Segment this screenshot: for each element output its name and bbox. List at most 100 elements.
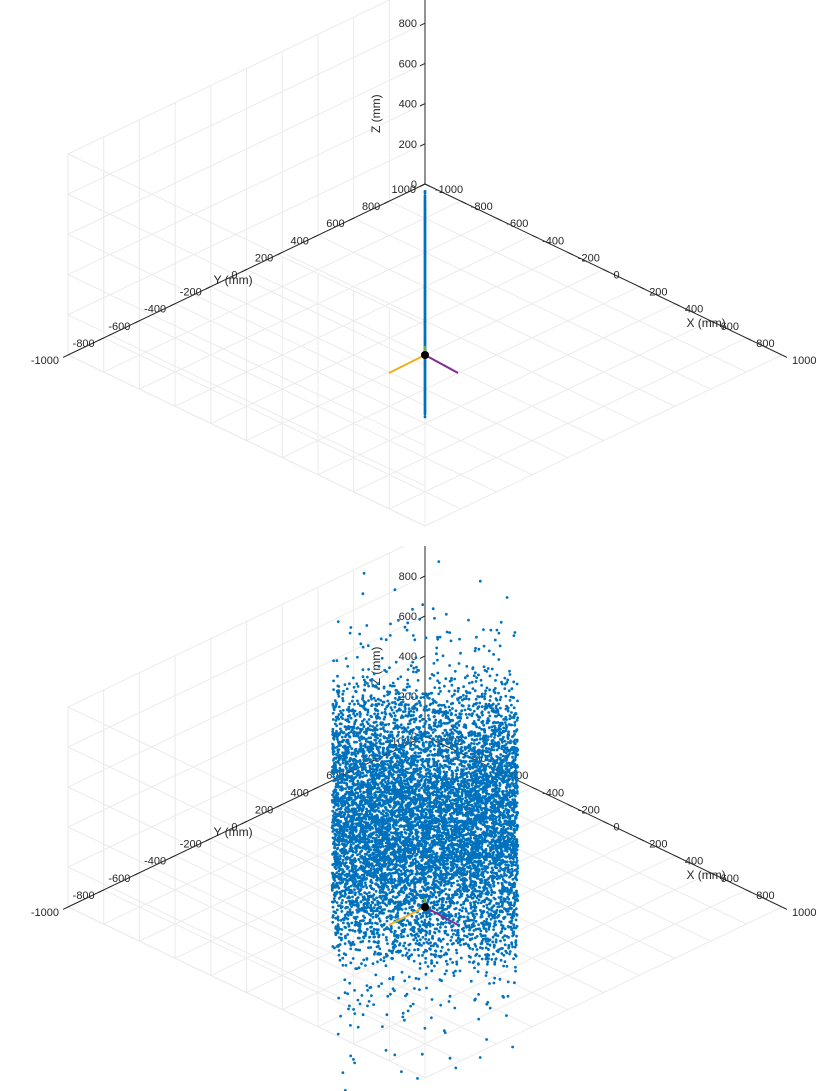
x-tick-label: 1000 xyxy=(792,355,816,367)
y-tick-label: -400 xyxy=(144,856,166,868)
triad-x-axis xyxy=(424,906,459,926)
z-tick-label: 200 xyxy=(399,139,417,151)
floor-grid-line-y xyxy=(174,303,533,476)
wall-grid-line-z xyxy=(66,655,426,999)
y-axis-label: Y (mm) xyxy=(214,273,253,287)
x-tick-mark xyxy=(603,821,609,825)
x-tick-label: 200 xyxy=(649,839,667,851)
grid-lines xyxy=(66,546,783,1079)
x-tick-mark xyxy=(674,855,681,859)
scatter3d-top-figure: -1000 -800 -600 -400 -200 0 200 400 600 800 1000 -1… xyxy=(0,0,836,545)
coordinate-triad xyxy=(388,346,459,374)
y-tick-label: -200 xyxy=(180,839,202,851)
x-tick-label: 200 xyxy=(649,287,667,299)
y-tick-mark xyxy=(205,838,212,842)
y-tick-mark xyxy=(62,906,69,910)
x-tick-label: 0 xyxy=(614,270,620,282)
x-tick-mark xyxy=(674,303,681,307)
x-tick-label: 600 xyxy=(721,873,739,885)
triad-origin xyxy=(421,903,429,911)
x-tick-mark xyxy=(746,337,752,341)
x-axis-label: X (mm) xyxy=(686,868,725,882)
z-tick-mark xyxy=(419,575,426,579)
x-tick-label: 800 xyxy=(756,890,774,902)
wall-grid-line-z xyxy=(66,103,426,447)
x-tick-mark xyxy=(567,803,574,808)
y-tick-mark xyxy=(134,872,140,876)
x-tick-mark xyxy=(531,786,538,791)
y-tick-label: 800 xyxy=(362,201,380,213)
scatter-points xyxy=(330,560,520,1091)
y-tick-label: 0 xyxy=(231,270,237,282)
scatter-points xyxy=(423,189,427,419)
x-tick-mark xyxy=(746,889,752,893)
x-tick-mark xyxy=(424,183,431,187)
z-tick-label: 800 xyxy=(399,18,417,30)
y-tick-mark xyxy=(98,889,104,893)
scatter3d-top-svg: -1000 -800 -600 -400 -200 0 200 400 600 800 1000 -1… xyxy=(31,0,816,527)
x-tick-label: -800 xyxy=(471,201,493,213)
triad-x-axis xyxy=(424,354,459,374)
x-tick-label: -400 xyxy=(542,787,564,799)
x-tick-label: -200 xyxy=(578,804,600,816)
z-tick-mark xyxy=(419,22,426,27)
x-tick-label: -400 xyxy=(542,235,564,247)
wall-grid-line-z xyxy=(66,22,426,366)
x-tick-label: 0 xyxy=(614,822,620,834)
y-tick-mark xyxy=(134,320,140,324)
scatter3d-bottom-figure: -1000-800-600-400-20002004006008001000-1… xyxy=(0,546,836,1091)
wall-grid-line-z xyxy=(66,62,426,406)
y-tick-mark xyxy=(205,286,212,290)
x-tick-mark xyxy=(710,872,716,876)
x-tick-mark xyxy=(531,234,538,239)
y-tick-mark xyxy=(312,234,319,239)
z-tick-label: 800 xyxy=(399,571,417,583)
z-tick-label: 200 xyxy=(399,691,417,703)
z-tick-mark xyxy=(419,183,426,187)
wall-grid-line-z xyxy=(66,143,426,487)
x-tick-label: -1000 xyxy=(435,184,463,196)
y-tick-label: -600 xyxy=(108,873,130,885)
y-tick-label: 400 xyxy=(291,235,309,247)
wall-grid-line-z xyxy=(66,546,426,879)
z-tick-label: 400 xyxy=(399,651,417,663)
y-tick-label: -1000 xyxy=(31,907,59,919)
y-tick-mark xyxy=(276,803,283,808)
y-tick-label: 400 xyxy=(291,787,309,799)
triad-origin xyxy=(421,351,429,359)
y-tick-label: -200 xyxy=(180,287,202,299)
z-tick-label: 0 xyxy=(411,179,417,191)
y-tick-mark xyxy=(98,337,104,341)
floor-grid-line-y xyxy=(317,234,676,407)
floor-grid-line-y xyxy=(281,251,640,424)
z-tick-label: 600 xyxy=(399,58,417,70)
floor-grid-line-y xyxy=(389,200,747,373)
y-tick-label: 0 xyxy=(231,822,237,834)
y-tick-mark xyxy=(276,251,283,256)
y-tick-label: 200 xyxy=(255,804,273,816)
y-tick-mark xyxy=(241,821,247,825)
z-tick-mark xyxy=(419,655,426,659)
z-axis-label: Z (mm) xyxy=(369,647,383,686)
x-tick-mark xyxy=(460,200,466,204)
z-tick-mark xyxy=(419,615,426,619)
triad-y-axis xyxy=(388,354,426,374)
x-tick-label: 600 xyxy=(721,321,739,333)
y-tick-mark xyxy=(312,786,319,791)
y-tick-mark xyxy=(384,200,390,204)
x-tick-label: 400 xyxy=(685,304,703,316)
floor-grid-line-y xyxy=(353,217,711,390)
y-tick-label: -400 xyxy=(144,304,166,316)
y-tick-mark xyxy=(348,217,354,222)
z-tick-mark xyxy=(419,103,426,107)
y-tick-mark xyxy=(169,303,176,307)
x-tick-label: -200 xyxy=(578,252,600,264)
x-tick-mark xyxy=(638,838,645,842)
wall-grid-line-z xyxy=(66,0,426,326)
x-tick-mark xyxy=(638,286,645,290)
triad-y-axis xyxy=(388,906,426,926)
wall-grid-line-z xyxy=(66,695,426,1039)
z-tick-mark xyxy=(419,62,426,67)
z-tick-mark xyxy=(419,143,426,147)
z-tick-label: 400 xyxy=(399,99,417,111)
